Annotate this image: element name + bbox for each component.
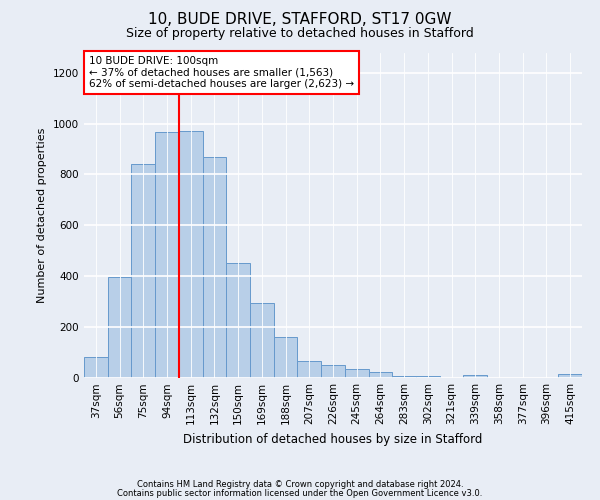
Bar: [250, 302, 274, 378]
Bar: [392, 376, 416, 378]
Bar: [463, 375, 487, 378]
Bar: [155, 132, 179, 378]
Bar: [131, 164, 155, 378]
Bar: [416, 376, 440, 378]
Bar: [345, 370, 368, 378]
Text: Size of property relative to detached houses in Stafford: Size of property relative to detached ho…: [126, 28, 474, 40]
Bar: [203, 156, 226, 378]
Text: 10 BUDE DRIVE: 100sqm
← 37% of detached houses are smaller (1,563)
62% of semi-d: 10 BUDE DRIVE: 100sqm ← 37% of detached …: [89, 56, 354, 89]
Bar: [298, 361, 321, 378]
Bar: [368, 372, 392, 378]
Bar: [226, 263, 250, 378]
Bar: [179, 131, 203, 378]
Text: 10, BUDE DRIVE, STAFFORD, ST17 0GW: 10, BUDE DRIVE, STAFFORD, ST17 0GW: [148, 12, 452, 28]
X-axis label: Distribution of detached houses by size in Stafford: Distribution of detached houses by size …: [184, 433, 482, 446]
Bar: [274, 337, 298, 378]
Bar: [321, 365, 345, 378]
Bar: [558, 374, 582, 378]
Y-axis label: Number of detached properties: Number of detached properties: [37, 128, 47, 302]
Bar: [108, 277, 131, 378]
Text: Contains HM Land Registry data © Crown copyright and database right 2024.: Contains HM Land Registry data © Crown c…: [137, 480, 463, 489]
Bar: [84, 357, 108, 378]
Text: Contains public sector information licensed under the Open Government Licence v3: Contains public sector information licen…: [118, 489, 482, 498]
